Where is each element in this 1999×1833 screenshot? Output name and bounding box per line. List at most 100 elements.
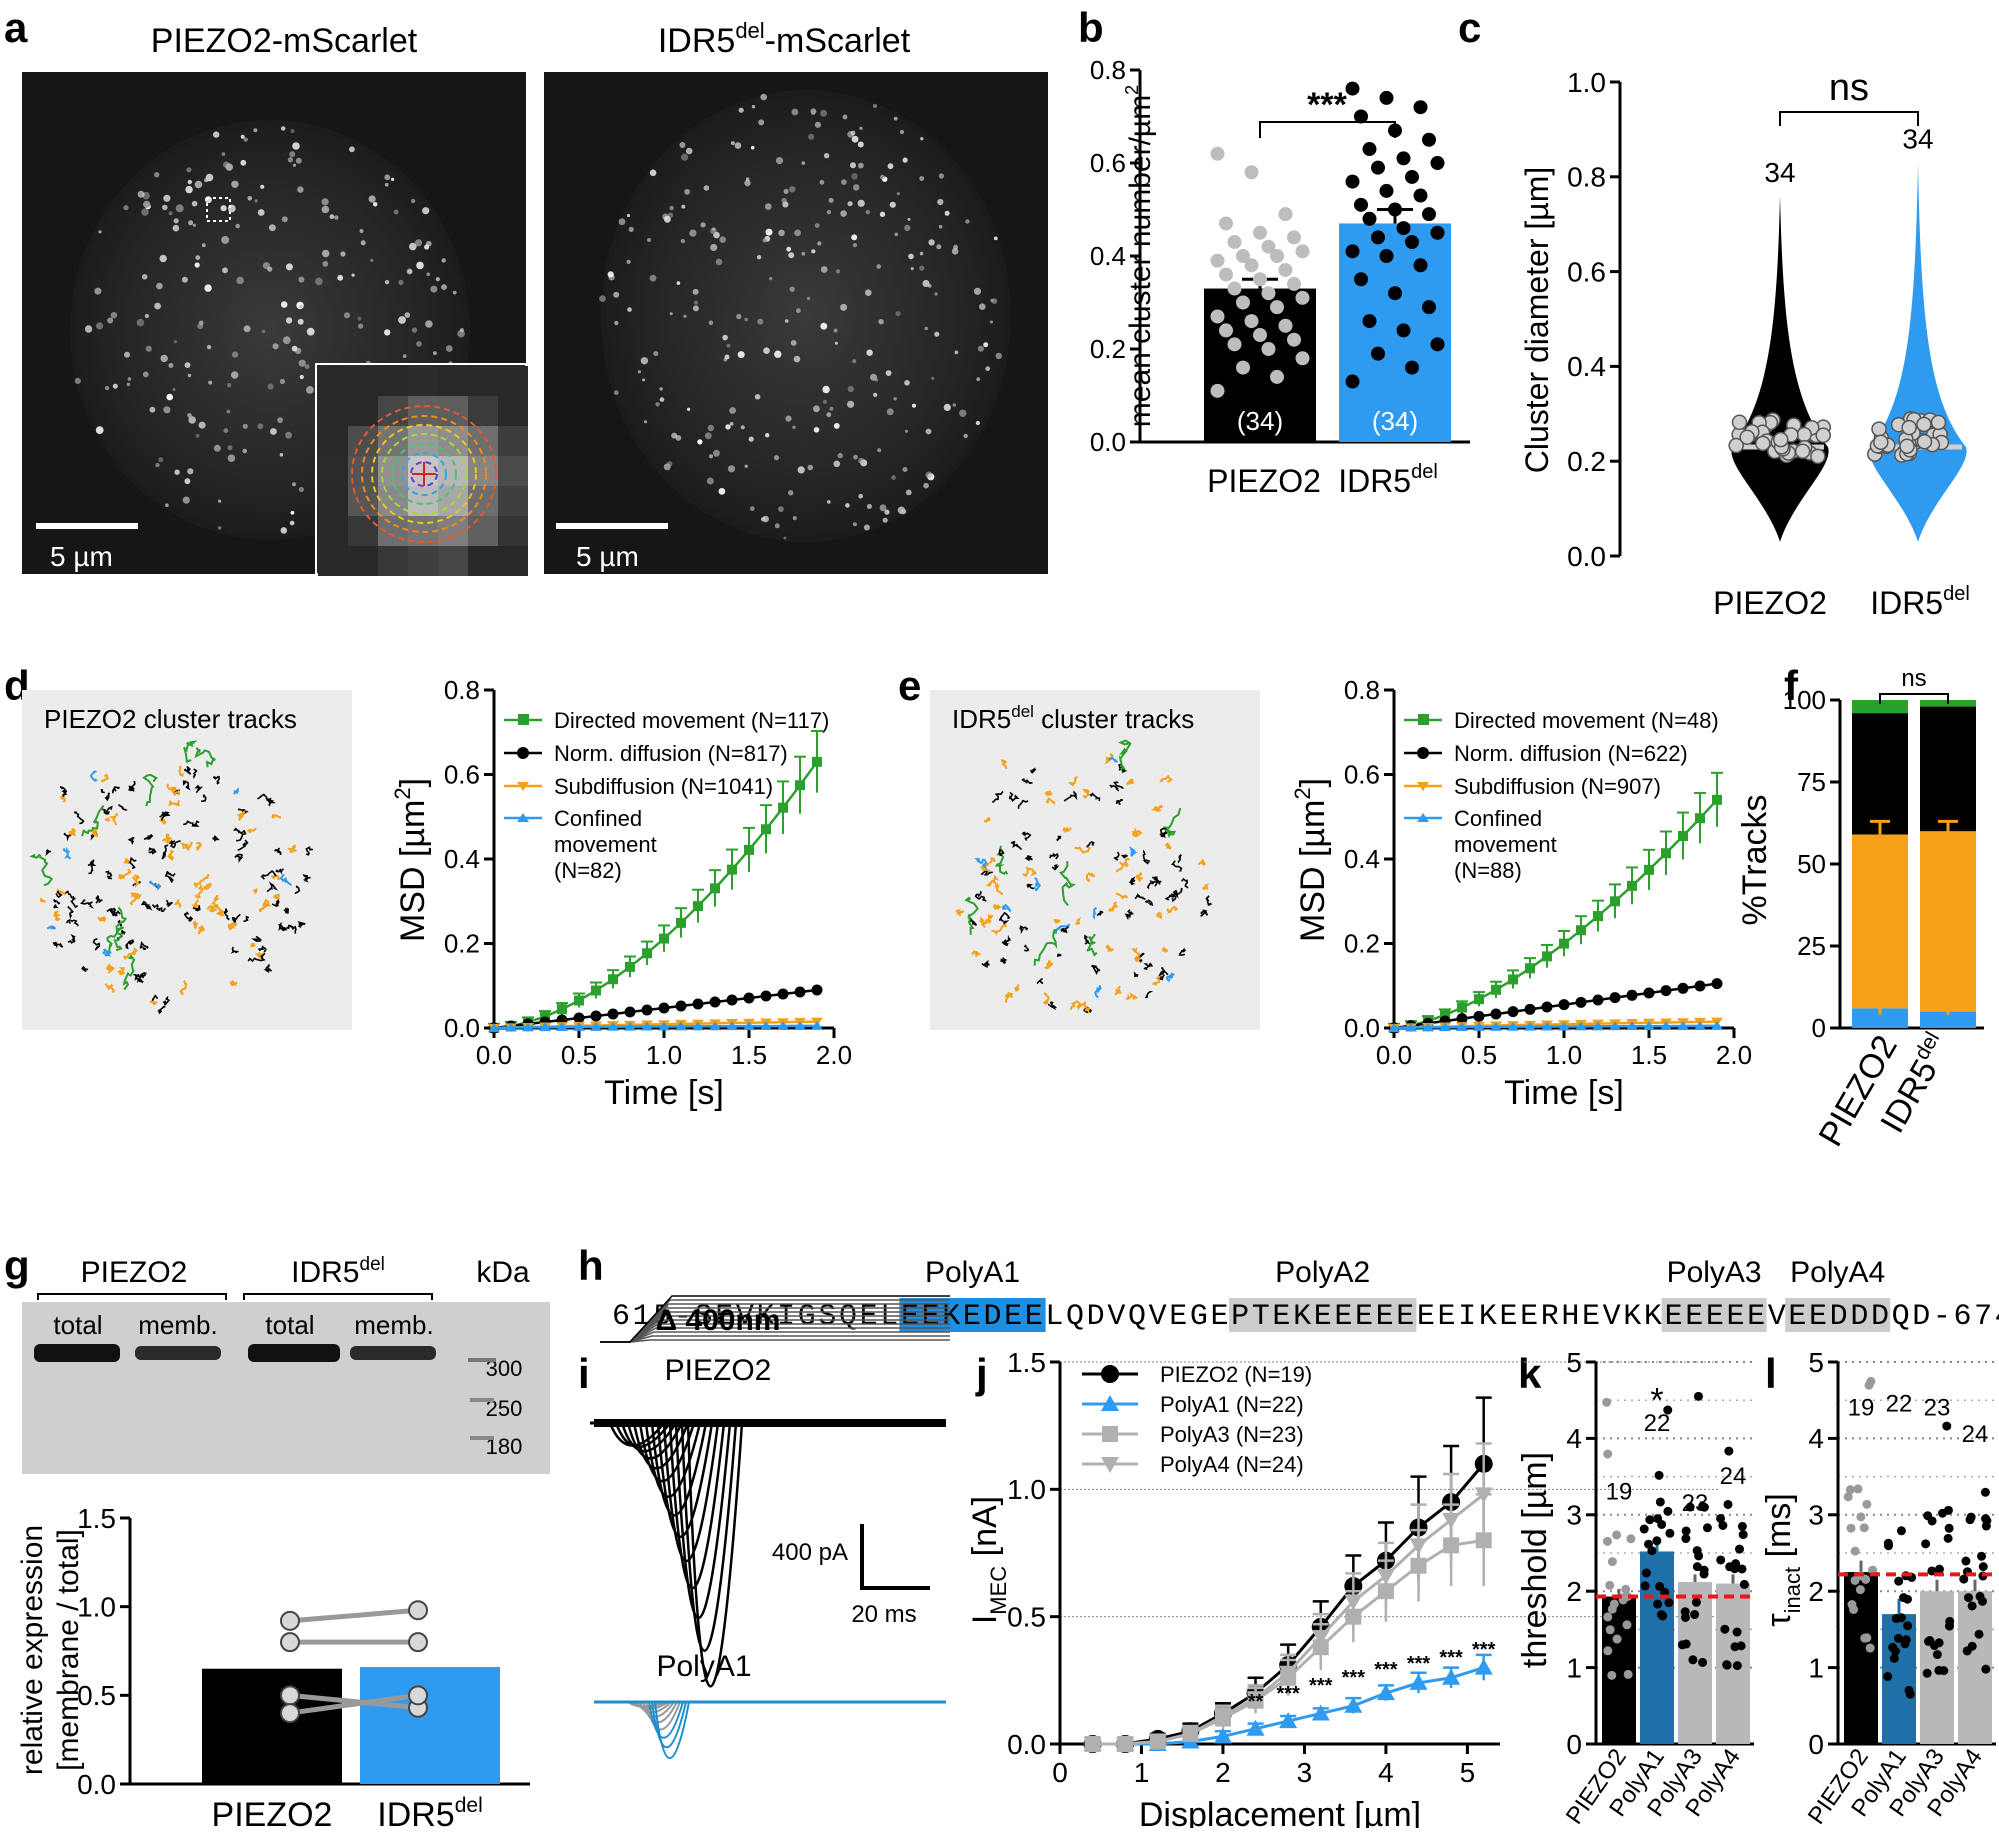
cluster-dot xyxy=(689,229,697,237)
blot-group-piezo2: PIEZO2 xyxy=(81,1256,188,1289)
cluster-dot xyxy=(865,209,870,215)
track xyxy=(988,857,996,864)
cluster-dot xyxy=(154,302,162,310)
b-ylabel: mean cluster number/µm2 xyxy=(1122,85,1157,427)
cluster-dot xyxy=(922,279,930,288)
polya-label: PolyA4 xyxy=(1790,1256,1885,1289)
track xyxy=(260,870,277,880)
cluster-dot xyxy=(96,322,104,330)
cluster-dot xyxy=(242,448,247,454)
cluster-dot xyxy=(287,157,294,163)
cluster-dot xyxy=(422,207,430,215)
cluster-dot xyxy=(822,385,830,394)
g-point xyxy=(408,1685,428,1706)
track xyxy=(129,892,142,906)
cluster-dot xyxy=(792,516,797,521)
panel-l-point xyxy=(1934,1564,1944,1574)
panel-l-point xyxy=(1847,1600,1857,1609)
panel-l-point xyxy=(1850,1546,1860,1556)
track xyxy=(168,799,181,807)
msd-point xyxy=(642,948,652,959)
b-point xyxy=(1278,207,1293,222)
inset-pixel xyxy=(438,546,468,576)
legend-marker xyxy=(1417,813,1429,822)
track xyxy=(302,873,311,883)
ladder-250 xyxy=(470,1398,494,1402)
msd-point xyxy=(1575,996,1587,1008)
track xyxy=(151,903,167,912)
cluster-dot xyxy=(953,244,958,250)
panel-k-ytick-label: 1 xyxy=(1566,1652,1582,1683)
panel-k-point xyxy=(1641,1568,1651,1578)
cluster-dot xyxy=(340,251,346,257)
cluster-dot xyxy=(398,279,404,285)
cluster-dot xyxy=(797,466,805,474)
panel-l-point xyxy=(1961,1556,1971,1566)
b-point xyxy=(1422,300,1436,315)
track xyxy=(983,817,991,823)
legend-label: (N=82) xyxy=(554,858,622,883)
track-title-piezo2: PIEZO2 cluster tracks xyxy=(44,704,297,734)
b-significance: *** xyxy=(1307,86,1347,124)
track xyxy=(178,765,184,777)
cluster-dot xyxy=(384,182,389,187)
lane-label: memb. xyxy=(354,1310,433,1340)
ladder-180 xyxy=(470,1436,494,1440)
band-piezo2-memb xyxy=(135,1346,221,1360)
legend-label: movement xyxy=(554,832,657,857)
cluster-dot xyxy=(649,169,657,177)
track xyxy=(179,980,188,996)
track xyxy=(991,790,1004,803)
cluster-dot xyxy=(290,129,295,134)
cluster-dot xyxy=(863,524,870,531)
panel-l-point xyxy=(1980,1487,1990,1497)
f-segment-Subdiffusion xyxy=(1852,834,1908,1009)
track xyxy=(243,915,250,923)
b-point xyxy=(1270,249,1284,263)
track xyxy=(1115,798,1124,805)
image-title-left: PIEZO2-mScarlet xyxy=(151,22,418,60)
g-ytick-label: 0.5 xyxy=(77,1680,116,1711)
track xyxy=(998,911,1011,925)
panel-l-n-label: 23 xyxy=(1924,1394,1951,1421)
track xyxy=(992,903,1002,910)
track xyxy=(157,1005,166,1015)
j-legend-marker xyxy=(1101,1365,1119,1383)
panel-k-point xyxy=(1664,1598,1674,1608)
track xyxy=(1049,853,1059,860)
cluster-dot xyxy=(198,421,206,429)
j-legend-marker xyxy=(1101,1395,1119,1411)
track xyxy=(183,740,198,763)
cluster-dot xyxy=(834,341,838,345)
track xyxy=(108,812,119,826)
track xyxy=(117,803,128,811)
cluster-dot xyxy=(445,345,453,352)
cluster-dot xyxy=(231,180,239,188)
current-trace xyxy=(594,1701,946,1759)
cluster-dot xyxy=(242,423,248,429)
msd-point xyxy=(710,883,720,894)
cluster-dot xyxy=(904,429,908,433)
polya-label: PolyA2 xyxy=(1275,1256,1370,1289)
track xyxy=(1115,892,1129,900)
msd-point xyxy=(726,1021,738,1031)
cluster-dot xyxy=(618,218,626,226)
legend-marker xyxy=(1417,747,1429,759)
panel-k-point xyxy=(1688,1655,1698,1665)
cluster-dot xyxy=(774,523,780,529)
cluster-dot xyxy=(782,201,789,208)
panel-l-point xyxy=(1855,1585,1865,1595)
c-ytick-label: 0.8 xyxy=(1567,162,1606,193)
track xyxy=(166,783,181,796)
track xyxy=(981,959,990,968)
cluster-dot xyxy=(857,141,864,148)
cluster-dot xyxy=(257,423,264,430)
msd-point xyxy=(1593,911,1603,922)
msd-point xyxy=(1694,1020,1706,1030)
cluster-dot xyxy=(384,174,391,181)
cluster-dot xyxy=(142,371,149,378)
msd-point xyxy=(540,1011,550,1022)
current-trace xyxy=(590,1421,946,1498)
track xyxy=(105,963,116,974)
